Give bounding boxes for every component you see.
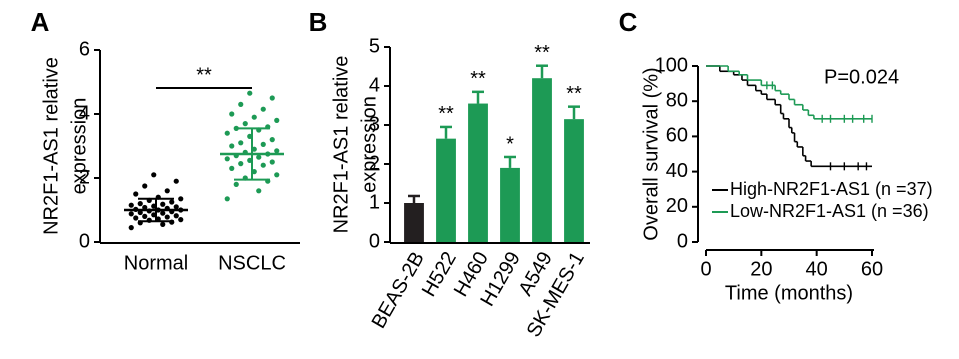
bar — [436, 138, 456, 242]
dot — [238, 161, 244, 167]
dot — [133, 215, 139, 221]
dot — [274, 117, 280, 123]
panel-label: C — [619, 7, 638, 37]
dot — [133, 191, 139, 197]
significance-label: ** — [438, 103, 454, 125]
y-tick-label: 0 — [369, 230, 380, 252]
panel-label: B — [309, 7, 328, 37]
dot — [178, 196, 184, 202]
dot — [160, 221, 166, 227]
significance-label: ** — [470, 68, 486, 90]
dot — [242, 121, 248, 127]
panel-label: A — [31, 7, 50, 37]
dot — [169, 199, 175, 205]
x-tick-label: Normal — [124, 252, 188, 274]
significance-label: ** — [196, 64, 212, 86]
dot — [142, 183, 148, 189]
dot — [142, 204, 148, 211]
y-axis-label: NR2F1-AS1 relative — [40, 57, 62, 235]
dot — [247, 90, 253, 96]
dot — [224, 130, 230, 136]
dot — [229, 165, 235, 171]
y-tick-label: 3 — [369, 113, 380, 135]
dot — [229, 143, 235, 149]
legend-label: High-NR2F1-AS1 (n =37) — [730, 179, 933, 199]
dot — [269, 137, 275, 143]
dot — [229, 111, 235, 117]
x-tick-label: 60 — [861, 258, 883, 280]
y-tick-label: 100 — [655, 54, 688, 76]
bar — [500, 167, 520, 242]
dot — [173, 204, 179, 210]
dot — [128, 211, 134, 217]
significance-label: ** — [534, 42, 550, 64]
bar — [532, 78, 552, 242]
dot — [256, 154, 262, 160]
dot — [137, 201, 143, 207]
x-tick-label: 0 — [700, 258, 711, 280]
y-tick-label: 20 — [666, 195, 688, 217]
significance-label: * — [506, 133, 514, 155]
dot — [233, 181, 239, 187]
dot — [274, 148, 280, 154]
y-tick-label: 2 — [369, 152, 380, 174]
dot — [151, 172, 157, 178]
x-tick-label: 20 — [750, 258, 772, 280]
y-tick-label: 6 — [79, 38, 90, 60]
bar — [468, 103, 488, 242]
y-tick-label: 4 — [79, 102, 90, 124]
dot — [238, 140, 244, 146]
dot — [260, 106, 266, 112]
significance-label: ** — [566, 83, 582, 105]
y-tick-label: 1 — [369, 191, 380, 213]
y-tick-label: 5 — [369, 35, 380, 57]
y-tick-label: 2 — [79, 166, 90, 188]
dot — [224, 156, 230, 162]
dot — [128, 202, 134, 208]
y-tick-label: 60 — [666, 125, 688, 147]
annotation: P=0.024 — [824, 66, 899, 88]
x-axis-label: Time (months) — [725, 282, 853, 304]
bar — [404, 203, 424, 242]
legend-label: Low-NR2F1-AS1 (n =36) — [730, 201, 929, 221]
dot — [128, 225, 134, 231]
y-tick-label: 0 — [677, 230, 688, 252]
y-axis-label: NR2F1-AS1 relative — [330, 56, 352, 234]
y-tick-label: 4 — [369, 74, 380, 96]
dot — [137, 209, 143, 216]
dot — [164, 214, 170, 220]
dot — [173, 213, 179, 219]
dot — [142, 213, 148, 219]
dot — [160, 210, 166, 216]
dot — [260, 141, 266, 147]
dot — [260, 162, 266, 168]
dot — [173, 178, 179, 184]
dot — [256, 188, 262, 194]
y-axis-label: expression — [358, 96, 380, 193]
dot — [269, 95, 275, 101]
dot — [224, 196, 230, 202]
y-axis-label: Overall survival (%) — [640, 67, 662, 240]
dot — [238, 101, 244, 107]
x-tick-label: NSCLC — [218, 252, 286, 274]
dot — [178, 217, 184, 223]
dot — [269, 159, 275, 165]
y-axis-label: expression — [68, 98, 90, 195]
dot — [251, 114, 257, 120]
dot — [274, 172, 280, 178]
bar — [564, 119, 584, 242]
dot — [164, 188, 170, 194]
y-tick-label: 80 — [666, 89, 688, 111]
y-tick-label: 40 — [666, 160, 688, 182]
y-tick-label: 0 — [79, 230, 90, 252]
dot — [160, 201, 166, 207]
x-tick-label: 40 — [806, 258, 828, 280]
